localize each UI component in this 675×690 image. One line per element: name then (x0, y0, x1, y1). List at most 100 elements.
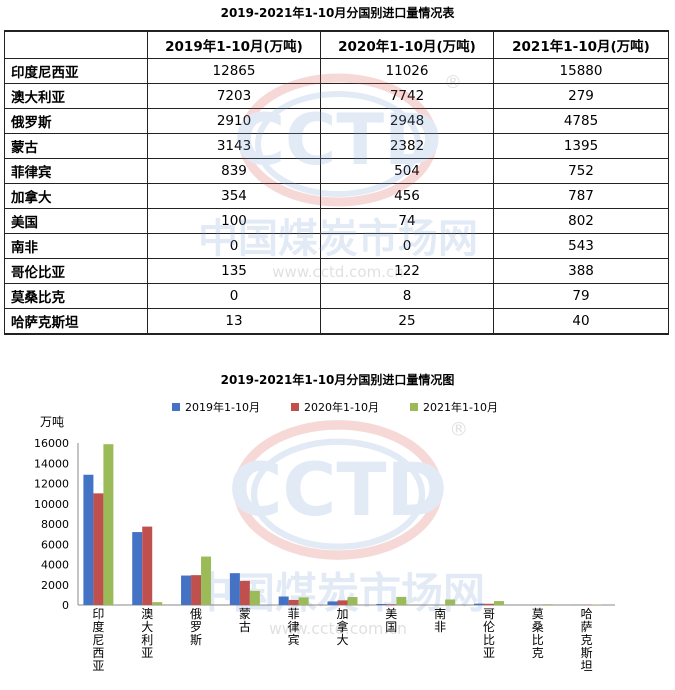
value-2021-cell: 1395 (493, 133, 669, 159)
table-row: 美国 100 74 802 (4, 208, 669, 234)
country-cell: 加拿大 (4, 183, 148, 209)
logo-inner-ring-icon (250, 438, 426, 550)
value-2019-cell: 354 (147, 183, 321, 209)
bar (493, 601, 504, 605)
y-tick-label: 12000 (34, 478, 69, 491)
y-tick-label: 10000 (34, 498, 69, 511)
value-2019-cell: 100 (147, 208, 321, 234)
table-row: 俄罗斯 2910 2948 4785 (4, 108, 669, 134)
country-cell: 菲律宾 (4, 158, 148, 184)
chart-legend: 2019年1-10月 2020年1-10月 2021年1-10月 (172, 400, 498, 414)
table-row: 南非 0 0 543 (4, 233, 669, 259)
x-tick-label: 美国 (385, 607, 397, 634)
bar (278, 596, 289, 605)
bar (249, 590, 260, 605)
bar (83, 474, 94, 605)
x-tick-label: 哥伦比亚 (483, 607, 495, 660)
value-2020-cell: 7742 (320, 83, 494, 109)
value-2020-cell: 504 (320, 158, 494, 184)
value-2019-cell: 2910 (147, 108, 321, 134)
bar (181, 575, 192, 605)
bar (201, 556, 212, 605)
table-body: 印度尼西亚 12865 11026 15880 澳大利亚 7203 7742 279 俄罗斯 29… (4, 58, 669, 335)
value-2019-cell: 135 (147, 258, 321, 284)
value-2020-cell: 2382 (320, 133, 494, 159)
legend-swatch (291, 403, 299, 411)
country-cell: 哥伦比亚 (4, 258, 148, 284)
bar (103, 444, 114, 605)
value-2020-cell: 122 (320, 258, 494, 284)
logo-ring-icon (233, 420, 443, 560)
country-cell: 南非 (4, 233, 148, 259)
bar (132, 532, 143, 605)
value-2019-cell: 12865 (147, 58, 321, 84)
table-row: 莫桑比克 0 8 79 (4, 283, 669, 309)
value-2021-cell: 543 (493, 233, 669, 259)
x-tick-label: 菲律宾 (288, 607, 300, 647)
x-tick-label: 加拿大 (336, 607, 348, 647)
value-2021-cell: 279 (493, 83, 669, 109)
country-cell: 哈萨克斯坦 (4, 308, 148, 335)
value-2020-cell: 11026 (320, 58, 494, 84)
y-tick-label: 2000 (41, 579, 69, 592)
value-2020-cell: 25 (320, 308, 494, 335)
bar (386, 604, 397, 605)
y-tick-label: 4000 (41, 559, 69, 572)
legend-label: 2020年1-10月 (304, 400, 379, 414)
table-row: 澳大利亚 7203 7742 279 (4, 83, 669, 109)
value-2021-cell: 4785 (493, 108, 669, 134)
bar (191, 575, 202, 605)
logo-text: CCTD (228, 448, 447, 533)
bar (298, 597, 309, 605)
value-2021-cell: 388 (493, 258, 669, 284)
y-tick-label: 14000 (34, 457, 69, 470)
table-header-row: 2019年1-10月(万吨) 2020年1-10月(万吨) 2021年1-10月… (4, 30, 669, 59)
bar (288, 599, 299, 605)
value-2019-cell: 7203 (147, 83, 321, 109)
y-axis-label: 万吨 (40, 415, 64, 429)
legend-swatch (172, 403, 180, 411)
table-row: 印度尼西亚 12865 11026 15880 (4, 58, 669, 84)
table-header-cell: 2021年1-10月(万吨) (493, 30, 669, 59)
legend-swatch (410, 403, 418, 411)
bar (376, 603, 387, 605)
table-header-cell: 2020年1-10月(万吨) (320, 30, 494, 59)
country-cell: 莫桑比克 (4, 283, 148, 309)
value-2020-cell: 0 (320, 233, 494, 259)
bar (327, 601, 338, 605)
value-2019-cell: 13 (147, 308, 321, 335)
bar (445, 599, 456, 605)
value-2019-cell: 3143 (147, 133, 321, 159)
bar (483, 603, 494, 605)
watermark-url-text: www.cctd.com.cn (269, 619, 407, 638)
x-tick-label: 蒙古 (239, 607, 251, 634)
registered-mark: ® (449, 418, 468, 440)
table-row: 蒙古 3143 2382 1395 (4, 133, 669, 159)
x-tick-label: 南非 (434, 606, 446, 634)
legend-label: 2019年1-10月 (185, 400, 260, 414)
table-title: 2019-2021年1-10月分国别进口量情况表 (220, 6, 455, 20)
value-2021-cell: 787 (493, 183, 669, 209)
value-2021-cell: 40 (493, 308, 669, 335)
y-tick-label: 6000 (41, 538, 69, 551)
y-tick-label: 16000 (34, 437, 69, 450)
x-tick-label: 俄罗斯 (190, 607, 202, 647)
bar (396, 596, 407, 605)
bar (239, 580, 250, 605)
bar (229, 573, 240, 605)
bar (142, 526, 153, 605)
bar (152, 602, 163, 605)
value-2021-cell: 15880 (493, 58, 669, 84)
value-2020-cell: 74 (320, 208, 494, 234)
value-2020-cell: 8 (320, 283, 494, 309)
value-2019-cell: 0 (147, 283, 321, 309)
value-2020-cell: 456 (320, 183, 494, 209)
bar (473, 603, 484, 605)
country-cell: 印度尼西亚 (4, 58, 148, 84)
value-2021-cell: 802 (493, 208, 669, 234)
table-row: 哥伦比亚 135 122 388 (4, 258, 669, 284)
chart-title: 2019-2021年1-10月分国别进口量情况图 (220, 373, 455, 387)
table-row: 加拿大 354 456 787 (4, 183, 669, 209)
